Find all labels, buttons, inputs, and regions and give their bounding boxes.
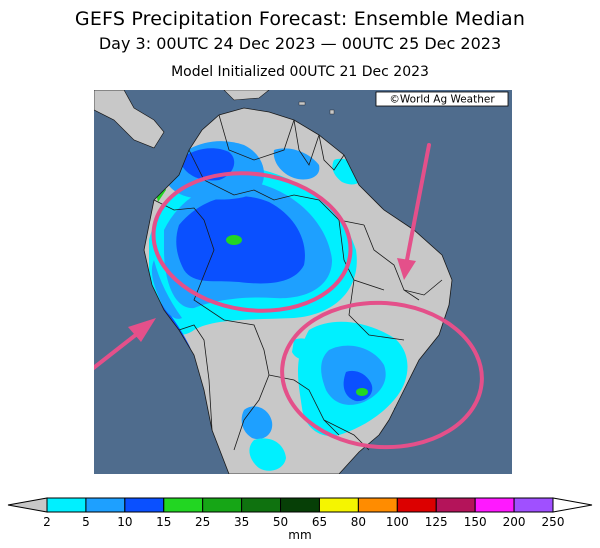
precipitation-map: ©World Ag Weather — [94, 90, 512, 474]
legend-swatch — [124, 497, 165, 513]
arrow-north — [397, 143, 431, 280]
legend-swatch — [241, 497, 282, 513]
legend-swatch — [474, 497, 515, 513]
legend-tick-label: 200 — [503, 515, 526, 529]
legend-unit: mm — [288, 528, 311, 542]
legend-swatch — [396, 497, 437, 513]
legend-tick-label: 250 — [542, 515, 565, 529]
precip-fields — [146, 141, 412, 471]
arrow-southwest — [94, 318, 156, 371]
legend-swatch — [202, 497, 243, 513]
legend-swatch — [357, 497, 398, 513]
model-init-time: Model Initialized 00UTC 21 Dec 2023 — [171, 64, 429, 80]
legend-tick-label: 5 — [82, 515, 90, 529]
legend-tick-label: 100 — [386, 515, 409, 529]
legend-swatch — [318, 497, 359, 513]
copyright-text: ©World Ag Weather — [389, 94, 495, 106]
legend-swatch — [163, 497, 204, 513]
legend-swatch — [280, 497, 320, 513]
central-america — [94, 90, 165, 149]
legend-under-range — [7, 497, 48, 513]
map-title: GEFS Precipitation Forecast: Ensemble Me… — [74, 8, 526, 30]
south-ellipse — [280, 300, 484, 450]
legend-swatch — [513, 497, 554, 513]
legend-tick-label: 80 — [351, 515, 366, 529]
legend-tick-label: 65 — [312, 515, 327, 529]
legend-swatch — [435, 497, 476, 513]
legend-over-range — [552, 497, 593, 513]
precip-legend: 2 5 10 15 25 35 50 65 80 100 125 150 200 250 mm — [7, 497, 593, 542]
legend-tick-label: 10 — [117, 515, 132, 529]
legend-tick-label: 25 — [195, 515, 210, 529]
legend-tick-label: 35 — [234, 515, 249, 529]
legend-swatch — [85, 497, 126, 513]
copyright-box — [375, 91, 509, 107]
forecast-period: Day 3: 00UTC 24 Dec 2023 — 00UTC 25 Dec … — [98, 34, 502, 53]
legend-swatch — [46, 497, 87, 513]
legend-tick-label: 15 — [156, 515, 171, 529]
legend-tick-label: 50 — [273, 515, 288, 529]
legend-tick-label: 2 — [43, 515, 51, 529]
legend-tick-label: 150 — [464, 515, 487, 529]
legend-tick-label: 125 — [425, 515, 448, 529]
north-ellipse — [151, 171, 353, 313]
